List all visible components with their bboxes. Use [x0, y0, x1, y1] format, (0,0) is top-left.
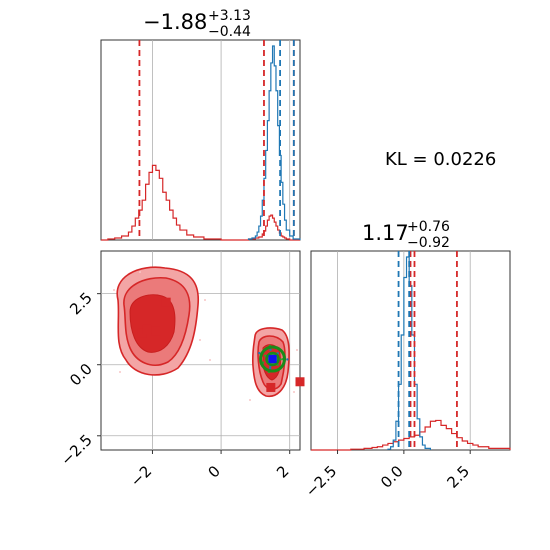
title-marginal-x-upper: +3.13	[208, 8, 251, 24]
marker-5	[295, 377, 305, 387]
sample-dot	[279, 358, 282, 361]
title-marginal-x-value: −1.88	[143, 10, 207, 34]
panel-marginal-y	[310, 250, 511, 451]
hist-series-1	[387, 256, 431, 450]
panel-marginal-y-frame	[310, 250, 511, 451]
marker-2	[142, 324, 152, 334]
title-marginal-y-upper: +0.76	[407, 219, 450, 235]
kl-annotation: KL = 0.0226	[385, 149, 496, 170]
red-contours	[113, 266, 298, 401]
marker-1	[137, 328, 147, 338]
panel-marginal-x	[100, 39, 301, 241]
green-ring-inner	[265, 351, 280, 367]
panel-joint	[100, 250, 305, 451]
title-marginal-x: −1.88 +3.13 −0.44	[143, 8, 251, 40]
marker-4	[266, 382, 276, 392]
sample-dot	[268, 366, 272, 370]
title-marginal-y: 1.17 +0.76 −0.92	[362, 219, 450, 251]
title-marginal-y-lower: −0.92	[407, 235, 450, 251]
marker-3	[151, 326, 161, 336]
sample-dot	[269, 348, 272, 352]
sample-dot	[286, 358, 289, 361]
title-marginal-x-lower: −0.44	[208, 24, 251, 40]
hist-series-1	[247, 45, 301, 240]
title-marginal-y-value: 1.17	[362, 221, 409, 245]
marker-0	[161, 297, 171, 307]
panel-marginal-x-frame	[100, 39, 301, 241]
green-ring-outer	[259, 345, 287, 373]
blue-marker	[268, 355, 277, 364]
hist-series-0	[311, 419, 511, 451]
sample-dot	[258, 351, 261, 355]
